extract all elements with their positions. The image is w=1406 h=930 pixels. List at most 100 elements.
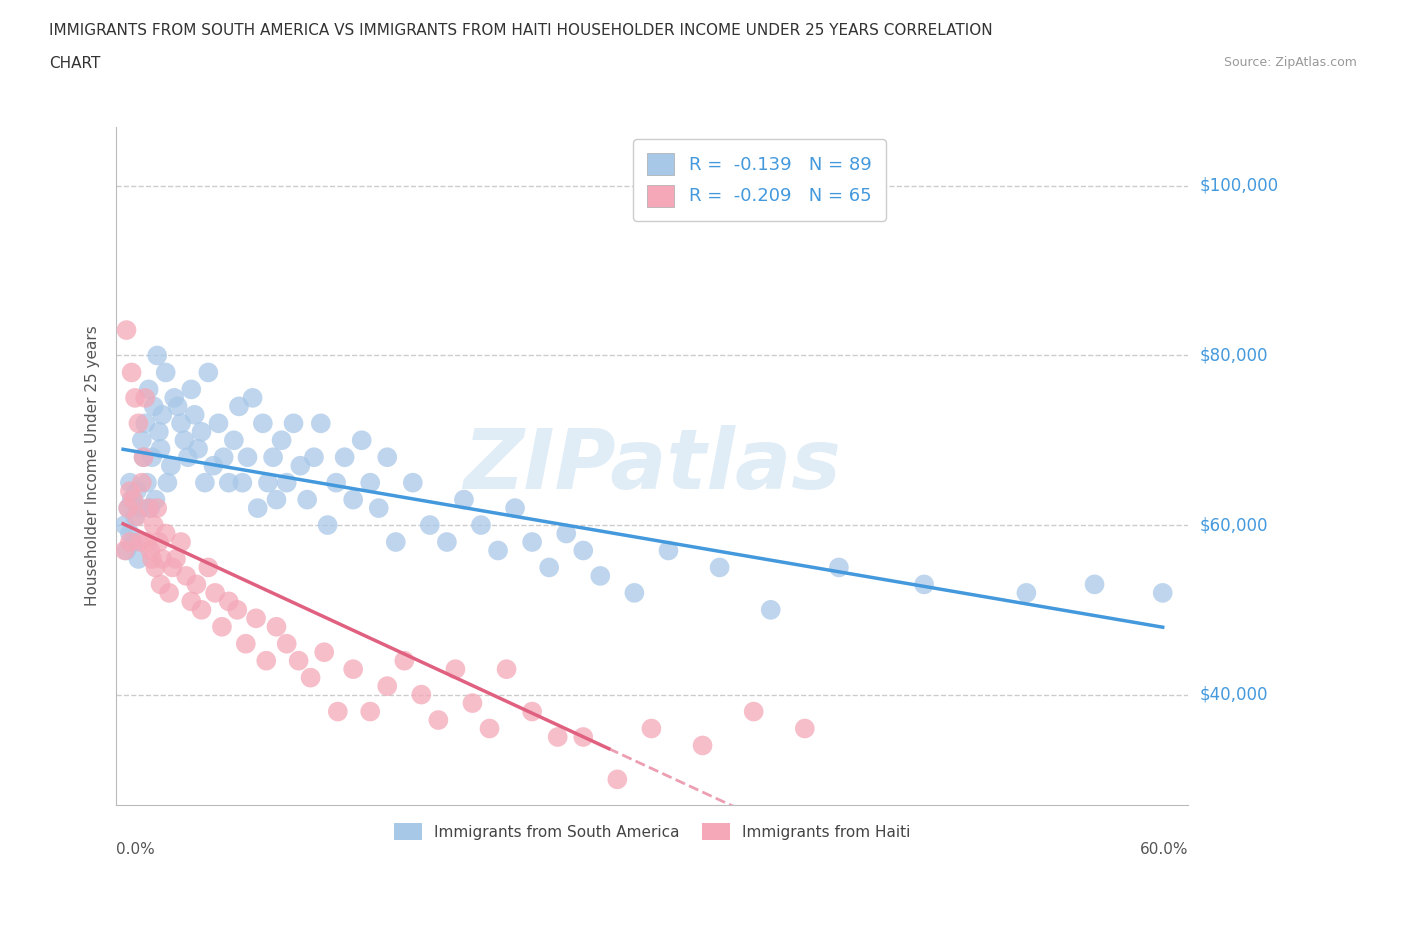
Point [194,475,217,490]
Point [197,365,219,379]
Point [124,509,146,524]
Point [155,365,177,379]
Point [118,475,141,490]
Point [375,679,398,694]
Point [138,500,160,515]
Point [162,560,184,575]
Point [211,619,233,634]
Point [270,432,292,447]
Point [555,526,578,541]
Point [342,662,364,677]
Point [231,475,253,490]
Point [283,416,305,431]
Point [316,518,339,533]
Point [204,585,226,600]
Point [266,492,288,507]
Point [444,662,467,677]
Point [197,560,219,575]
Point [174,568,197,583]
Point [163,391,186,405]
Point [572,729,595,744]
Point [470,518,492,533]
Point [299,671,322,685]
Legend: Immigrants from South America, Immigrants from Haiti: Immigrants from South America, Immigrant… [387,815,918,848]
Point [236,450,259,465]
Point [141,551,163,566]
Point [1152,585,1174,600]
Point [912,577,935,591]
Point [287,653,309,668]
Point [122,535,145,550]
Point [150,407,173,422]
Point [132,450,155,465]
Point [759,603,782,618]
Point [478,721,501,736]
Point [134,416,156,431]
Point [302,450,325,465]
Text: $100,000: $100,000 [1199,177,1278,195]
Point [202,458,225,473]
Point [118,535,141,550]
Point [183,407,205,422]
Point [226,603,249,618]
Point [136,535,159,550]
Text: ZIPatlas: ZIPatlas [464,425,841,506]
Point [257,475,280,490]
Point [136,475,159,490]
Point [276,475,298,490]
Point [266,619,288,634]
Text: $80,000: $80,000 [1199,347,1268,365]
Point [520,704,543,719]
Point [115,543,138,558]
Point [495,662,517,677]
Point [121,365,143,379]
Point [547,729,569,744]
Point [127,551,149,566]
Text: Source: ZipAtlas.com: Source: ZipAtlas.com [1223,56,1357,69]
Point [187,442,209,457]
Point [132,450,155,465]
Point [117,500,139,515]
Point [692,738,714,753]
Point [419,518,441,533]
Point [159,458,181,473]
Point [190,603,212,618]
Point [367,500,389,515]
Point [127,416,149,431]
Point [125,509,148,524]
Point [246,500,269,515]
Text: CHART: CHART [49,56,101,71]
Point [139,543,162,558]
Text: $40,000: $40,000 [1199,685,1268,704]
Point [131,475,153,490]
Point [503,500,526,515]
Point [170,535,193,550]
Text: 0.0%: 0.0% [117,843,155,857]
Point [146,500,169,515]
Point [359,475,381,490]
Point [218,594,240,609]
Point [142,399,165,414]
Point [342,492,364,507]
Point [145,560,167,575]
Point [148,424,170,439]
Text: IMMIGRANTS FROM SOUTH AMERICA VS IMMIGRANTS FROM HAITI HOUSEHOLDER INCOME UNDER : IMMIGRANTS FROM SOUTH AMERICA VS IMMIGRA… [49,23,993,38]
Point [190,424,212,439]
Point [173,432,195,447]
Point [131,432,153,447]
Point [118,484,141,498]
Point [572,543,595,558]
Point [235,636,257,651]
Point [276,636,298,651]
Point [254,653,277,668]
Point [709,560,731,575]
Point [155,526,177,541]
Point [606,772,628,787]
Point [170,416,193,431]
Point [156,475,179,490]
Point [149,577,172,591]
Point [242,391,264,405]
Point [309,416,332,431]
Point [314,644,336,659]
Point [333,450,356,465]
